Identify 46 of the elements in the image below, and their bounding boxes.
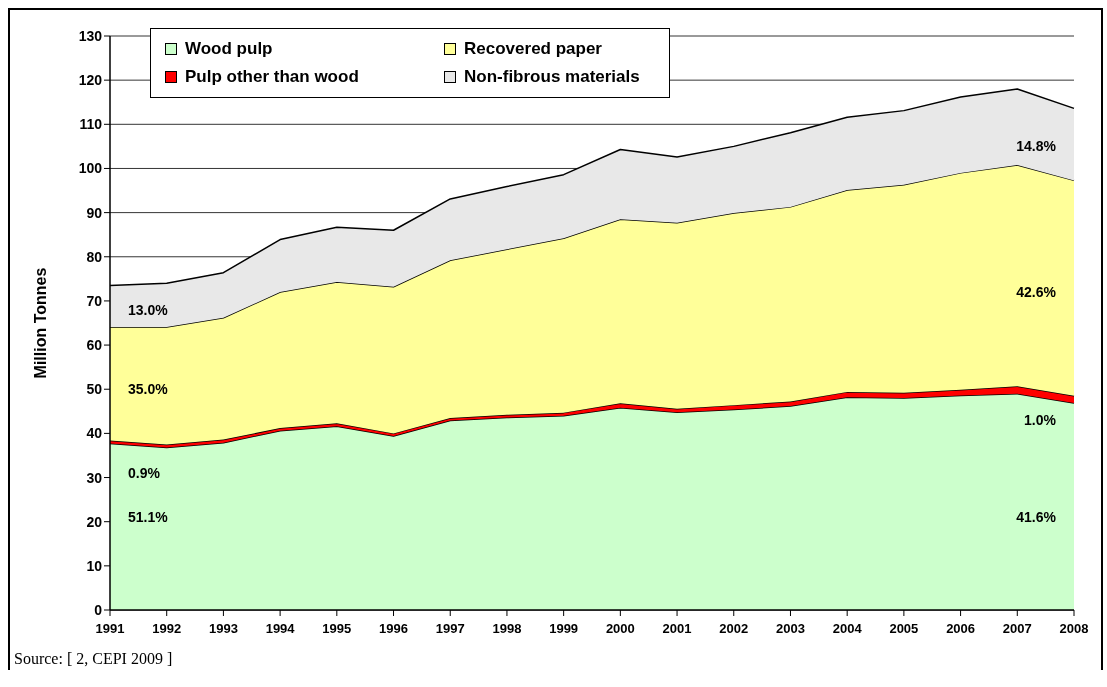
y-axis-title: Million Tonnes	[31, 267, 49, 379]
y-tick-label: 40	[86, 425, 103, 442]
x-tick-label: 1996	[379, 621, 408, 637]
x-tick-label: 1999	[549, 621, 579, 637]
y-tick-label: 80	[86, 248, 103, 265]
x-tick-label: 2005	[889, 621, 919, 637]
y-tick-label: 110	[79, 116, 103, 133]
y-tick-label: 90	[86, 204, 103, 221]
x-tick-label: 1993	[208, 621, 238, 637]
x-tick-label: 1991	[95, 621, 125, 637]
annotation: 41.6%	[1016, 509, 1057, 526]
x-tick-label: 1997	[435, 621, 465, 637]
annotation: 1.0%	[1024, 412, 1057, 429]
x-tick-label: 2007	[1002, 621, 1032, 637]
x-tick-label: 2000	[605, 621, 635, 637]
y-tick-label: 20	[86, 513, 103, 530]
annotation: 42.6%	[1016, 284, 1057, 301]
annotation: 51.1%	[128, 509, 169, 526]
legend-label: Non-fibrous materials	[464, 67, 640, 87]
x-tick-label: 1995	[322, 621, 352, 637]
x-tick-label: 2006	[946, 621, 976, 637]
x-tick-label: 1998	[492, 621, 522, 637]
y-tick-label: 60	[86, 337, 103, 354]
x-tick-label: 2004	[832, 621, 863, 637]
x-tick-label: 2003	[776, 621, 805, 637]
legend-label: Pulp other than wood	[185, 67, 359, 87]
legend-label: Wood pulp	[185, 39, 273, 59]
annotation: 13.0%	[128, 301, 169, 318]
y-tick-label: 0	[94, 601, 103, 618]
y-tick-label: 10	[86, 557, 103, 574]
x-tick-label: 2002	[719, 621, 749, 637]
annotation: 35.0%	[128, 381, 169, 398]
x-tick-label: 2008	[1059, 621, 1089, 637]
annotation: 14.8%	[1016, 138, 1057, 155]
x-tick-label: 1992	[152, 621, 182, 637]
y-tick-label: 100	[78, 160, 103, 177]
annotation: 0.9%	[128, 465, 161, 482]
y-tick-label: 50	[86, 381, 103, 398]
y-tick-label: 70	[86, 292, 103, 309]
legend-label: Recovered paper	[464, 39, 602, 59]
y-tick-label: 130	[78, 27, 103, 44]
x-tick-label: 1994	[265, 621, 296, 637]
y-tick-label: 30	[86, 469, 103, 486]
source-note: Source: [ 2, CEPI 2009 ]	[13, 650, 174, 669]
x-tick-label: 2001	[662, 621, 692, 637]
y-tick-label: 120	[78, 72, 103, 89]
